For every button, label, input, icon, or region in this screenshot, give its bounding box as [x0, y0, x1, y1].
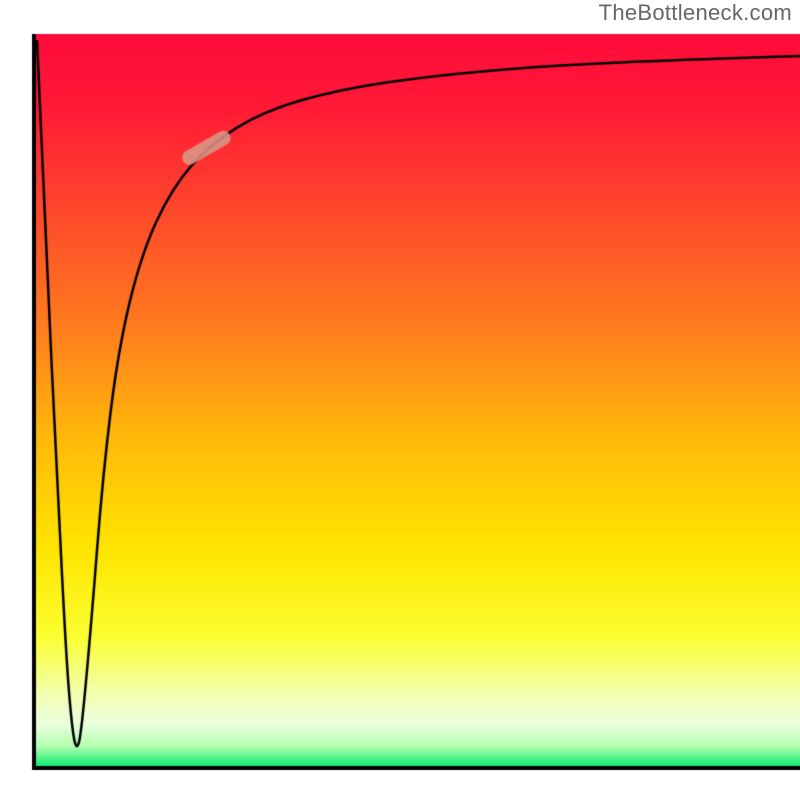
attribution-label: TheBottleneck.com	[599, 0, 792, 26]
chart-container: TheBottleneck.com	[0, 0, 800, 800]
bottleneck-chart-canvas	[0, 0, 800, 800]
